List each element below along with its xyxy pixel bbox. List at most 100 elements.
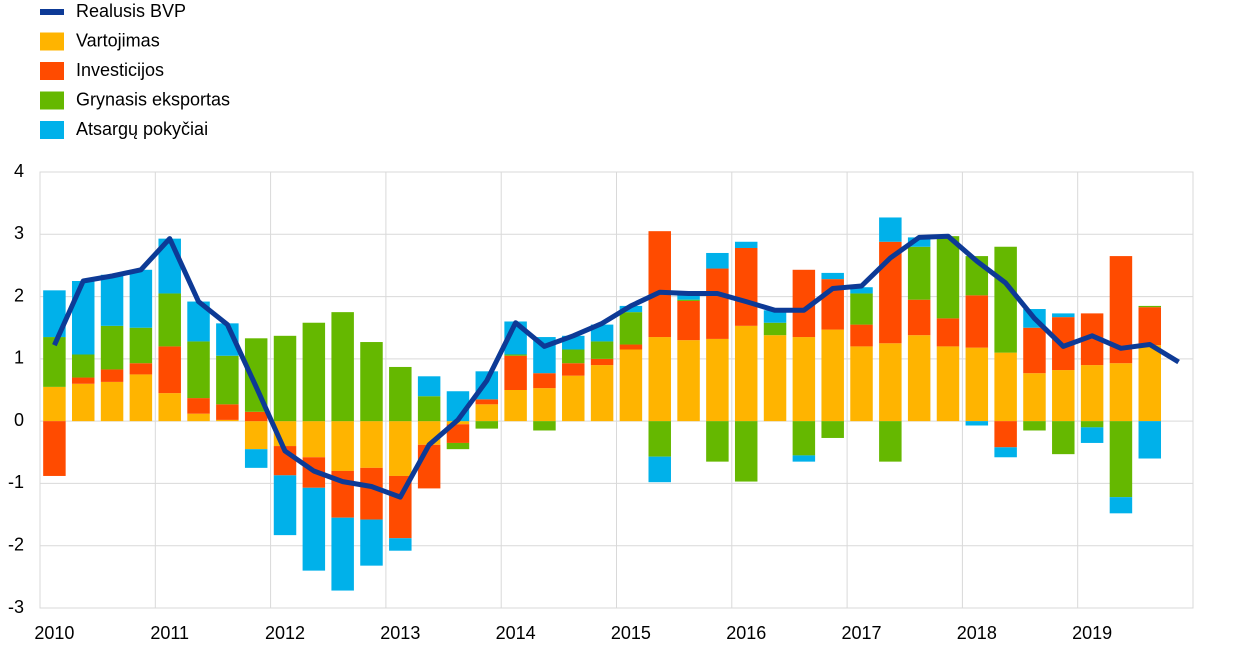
y-tick-label: -1	[8, 472, 24, 492]
legend-label: Investicijos	[76, 60, 164, 80]
bar-segment	[129, 269, 153, 328]
bar-segment	[331, 421, 354, 471]
bar-segment	[1138, 345, 1162, 422]
bar-segment	[994, 421, 1017, 448]
bar-segment	[879, 217, 902, 242]
bar-segment	[158, 346, 181, 394]
bar-segment	[1138, 305, 1162, 308]
bar-segment	[158, 293, 181, 347]
bar-segment	[1080, 365, 1104, 422]
bar-segment	[100, 274, 124, 326]
bar-segment	[504, 355, 527, 390]
bar-segment	[734, 325, 758, 422]
legend-label: Atsargų pokyčiai	[76, 119, 208, 139]
bar-segment	[1052, 421, 1075, 455]
legend-marker	[40, 9, 64, 15]
bar-segment	[273, 335, 297, 422]
bar-segment	[677, 299, 700, 301]
bar-segment	[590, 341, 614, 359]
legend-marker	[40, 91, 64, 110]
bar-segment	[850, 324, 873, 347]
bar-segment	[850, 346, 873, 422]
bar-segment	[100, 369, 124, 382]
y-tick-label: 2	[14, 285, 24, 305]
bar-segment	[907, 299, 931, 336]
bar-segment	[1052, 370, 1075, 422]
bar-segment	[619, 349, 643, 422]
legend-label: Grynasis eksportas	[76, 89, 230, 109]
legend-marker	[40, 62, 64, 80]
bar-segment	[417, 376, 441, 397]
bar-segment	[734, 421, 758, 482]
bar-segment	[850, 287, 873, 294]
bar-segment	[879, 241, 902, 344]
x-tick-label: 2017	[841, 623, 881, 643]
x-tick-label: 2018	[957, 623, 997, 643]
bar-segment	[187, 398, 210, 414]
bar-segment	[1138, 421, 1162, 459]
bar-segment	[590, 324, 614, 342]
bar-segment	[1080, 313, 1104, 366]
bar-segment	[619, 305, 643, 313]
bar-segment	[994, 447, 1017, 458]
legend-marker	[40, 32, 64, 51]
bar-segment	[417, 444, 441, 489]
bar-segment	[129, 363, 153, 375]
bar-segment	[43, 421, 66, 476]
bar-segment	[533, 421, 556, 431]
bar-segment	[936, 318, 960, 347]
bar-segment	[677, 300, 700, 341]
bar-segment	[821, 272, 844, 280]
bar-segment	[1080, 421, 1104, 428]
bar-segment	[244, 449, 268, 468]
bar-segment	[590, 358, 614, 366]
bar-segment	[389, 366, 412, 422]
bar-segment	[619, 344, 643, 350]
bar-segment	[360, 519, 383, 566]
bar-segment	[504, 390, 527, 422]
x-tick-label: 2015	[611, 623, 651, 643]
bar-segment	[417, 396, 441, 422]
bar-segment	[71, 281, 95, 355]
y-tick-label: 4	[14, 161, 24, 181]
x-tick-label: 2010	[34, 623, 74, 643]
legend-label: Vartojimas	[76, 30, 160, 50]
bar-segment	[360, 467, 383, 520]
bar-segment	[965, 421, 989, 426]
bar-segment	[302, 421, 326, 458]
bar-segment	[706, 268, 729, 339]
bar-segment	[562, 363, 585, 376]
y-tick-label: 0	[14, 410, 24, 430]
bar-segment	[821, 421, 844, 438]
bar-segment	[187, 413, 210, 422]
bar-segment	[677, 295, 700, 300]
bar-segment	[562, 375, 585, 422]
line-series	[52, 233, 1180, 500]
bar-segment	[706, 252, 729, 269]
bar-segment	[648, 231, 671, 338]
bar-segment	[446, 442, 470, 450]
bar-segment	[1023, 421, 1046, 431]
bar-segment	[475, 404, 499, 422]
bar-segment	[43, 386, 66, 422]
x-tick-label: 2019	[1072, 623, 1112, 643]
bar-segment	[100, 325, 124, 370]
bar-segment	[129, 327, 153, 364]
bar-segment	[129, 374, 153, 422]
bar-segment	[533, 373, 556, 389]
x-tick-label: 2013	[380, 623, 420, 643]
x-tick-label: 2012	[265, 623, 305, 643]
y-tick-label: -2	[8, 534, 24, 554]
bar-segment	[763, 335, 787, 422]
bar-segment	[1109, 421, 1133, 498]
bar-segment	[71, 377, 95, 384]
legend-label: Realusis BVP	[76, 1, 186, 21]
bar-segment	[475, 421, 499, 429]
bar-segment	[43, 290, 66, 338]
bar-segment	[879, 343, 902, 422]
bar-segment	[879, 421, 902, 462]
bar-segment	[965, 347, 989, 422]
bar-segment	[648, 337, 671, 422]
y-tick-label: 1	[14, 348, 24, 368]
